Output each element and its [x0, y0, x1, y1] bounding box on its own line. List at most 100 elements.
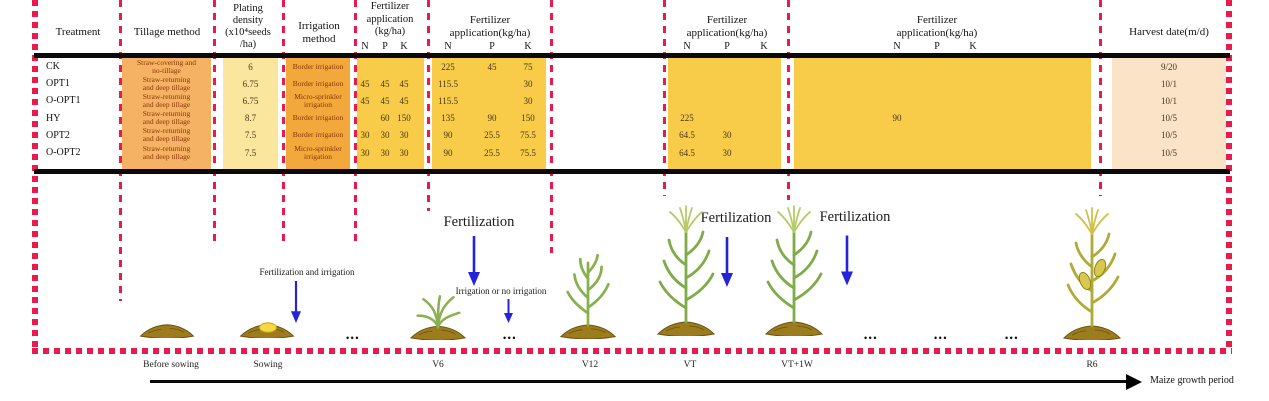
harvest-cell: 10/5 [1160, 147, 1177, 158]
tillage-cell: Straw-returning and deep tillage [142, 126, 191, 144]
density-cell: 6 [248, 61, 253, 72]
dashed-rule-2 [213, 0, 216, 242]
density-cell: 7.5 [244, 147, 257, 158]
harvest-cell: 10/5 [1160, 113, 1177, 124]
treatment-cell: OPT2 [46, 129, 70, 141]
harvest-column: 9/20 10/1 10/1 10/5 10/5 10/5 [1112, 58, 1226, 161]
dashed-rule-9 [1099, 0, 1102, 196]
stage-sowing: Sowing [253, 360, 283, 370]
npk-cell [794, 127, 1091, 144]
header-irrigation: Irrigation method [298, 20, 340, 45]
maize-plant-vt1w-icon [758, 204, 830, 336]
fert1-npk-letters: N P K [361, 41, 408, 52]
harvest-cell: 10/1 [1160, 95, 1177, 106]
fert2-npk-letters: N P K [444, 41, 532, 52]
maize-plant-vt-icon [650, 204, 722, 336]
ellipsis-dots: ••• [1005, 333, 1019, 343]
npk-cell: 45 45 45 [360, 78, 409, 89]
fertilizer1-band [357, 58, 424, 169]
header-harvest: Harvest date(m/d) [1129, 26, 1209, 38]
dashed-rule-8 [787, 0, 790, 200]
tillage-cell: Straw-covering and no-tillage [137, 57, 196, 75]
maize-seedling-v6-icon [409, 272, 467, 340]
npk-cell [794, 75, 1091, 92]
stage-vt1w: VT+1W [781, 360, 813, 370]
header-fert1: Fertilizer application (kg/ha) [366, 1, 414, 37]
density-band [223, 58, 278, 169]
fert3-npk-letters: N P K [683, 41, 768, 52]
dashed-rule-7 [663, 0, 666, 196]
maize-plant-v12-icon [557, 247, 619, 339]
stage-v12: V12 [581, 360, 599, 370]
npk-cell: 30 30 30 [360, 147, 409, 158]
npk-cell [668, 75, 781, 92]
header-fert2: Fertilizer application(kg/ha) [449, 14, 531, 39]
stage-before-sowing: Before sowing [143, 360, 199, 370]
dashed-rule-6 [550, 0, 553, 253]
irrigation-cell: Border irrigation [292, 78, 344, 88]
treatment-cell: HY [46, 112, 61, 124]
dashed-border-right [1226, 0, 1232, 352]
fertilizer2-column: 225 45 75 115.5 30 115.5 30 135 90 150 90 25.5 7… [432, 58, 546, 161]
header-fert4: Fertilizer application(kg/ha) [896, 14, 978, 39]
fertilizer1-column: 45 45 45 45 45 45 60 150 30 30 30 30 30 30 [357, 58, 424, 161]
header-tillage: Tillage method [133, 26, 201, 38]
sowing-annotation: Fertilization and irrigation [259, 267, 355, 277]
tillage-cell: Straw-returning and deep tillage [142, 91, 191, 109]
npk-cell: 90 25.5 75.5 [443, 147, 536, 158]
dashed-rule-1 [119, 0, 122, 301]
tillage-cell: Straw-returning and deep tillage [142, 143, 191, 161]
header-fert3: Fertilizer application(kg/ha) [686, 14, 768, 39]
npk-cell: 64.5 30 [679, 130, 732, 141]
irrigation-cell: Border irrigation [292, 61, 344, 71]
stage-r6: R6 [1086, 360, 1098, 370]
npk-cell: 115.5 30 [438, 78, 533, 89]
density-column: 6 6.75 6.75 8.7 7.5 7.5 [223, 58, 278, 161]
fert4-npk-letters: N P K [893, 41, 977, 52]
growth-axis-label: Maize growth period [1150, 375, 1234, 386]
npk-cell: 135 90 150 [441, 113, 535, 124]
small-down-arrow-icon [504, 299, 513, 323]
ellipsis-dots: ••• [503, 333, 517, 343]
down-arrow-icon [839, 234, 855, 287]
npk-cell: 64.5 30 [679, 147, 732, 158]
tillage-band [122, 58, 211, 169]
stage-vt: VT [683, 360, 697, 370]
harvest-cell: 10/5 [1160, 130, 1177, 141]
npk-cell: 60 150 [380, 113, 411, 124]
dashed-border-left [32, 0, 38, 352]
growth-axis-arrowhead-icon [1126, 373, 1142, 390]
npk-cell [794, 92, 1091, 109]
density-cell: 6.75 [242, 78, 259, 89]
harvest-band [1112, 58, 1226, 169]
dashed-rule-4 [354, 0, 357, 242]
tillage-cell: Straw-returning and deep tillage [142, 109, 191, 127]
sown-seed-mound-icon [238, 321, 296, 338]
npk-cell: 30 30 30 [360, 130, 409, 141]
density-cell: 8.7 [244, 113, 257, 124]
irrigation-cell: Micro-sprinkler irrigation [294, 143, 342, 161]
npk-cell: 115.5 30 [438, 95, 533, 106]
fertilizer2-band [432, 58, 546, 169]
header-density: Plating density (x10⁴seeds /ha) [225, 3, 271, 50]
fertilization-label-vt1w: Fertilization [819, 209, 891, 225]
maize-plant-r6-icon [1058, 204, 1126, 340]
fertilizer4-column: 90 [794, 58, 1091, 161]
npk-cell: 90 [892, 113, 902, 124]
fertilizer3-band [668, 58, 781, 169]
ellipsis-dots: ••• [864, 333, 878, 343]
soil-mound-icon [140, 324, 194, 338]
irrigation-cell: Border irrigation [292, 130, 344, 140]
fertilizer4-band [794, 58, 1091, 169]
fertilization-label-vt: Fertilization [700, 210, 772, 226]
table-bottom-rule [34, 169, 1230, 174]
tillage-column: Straw-covering and no-tillage Straw-retur… [122, 58, 211, 161]
dashed-rule-5 [427, 0, 430, 211]
stage-v6: V6 [432, 360, 444, 370]
irrigation-cell: Micro-sprinkler irrigation [294, 91, 342, 109]
density-cell: 7.5 [244, 130, 257, 141]
table-header-rule [34, 53, 1230, 58]
npk-cell: 225 45 75 [441, 61, 533, 72]
treatment-cell: CK [46, 61, 60, 73]
